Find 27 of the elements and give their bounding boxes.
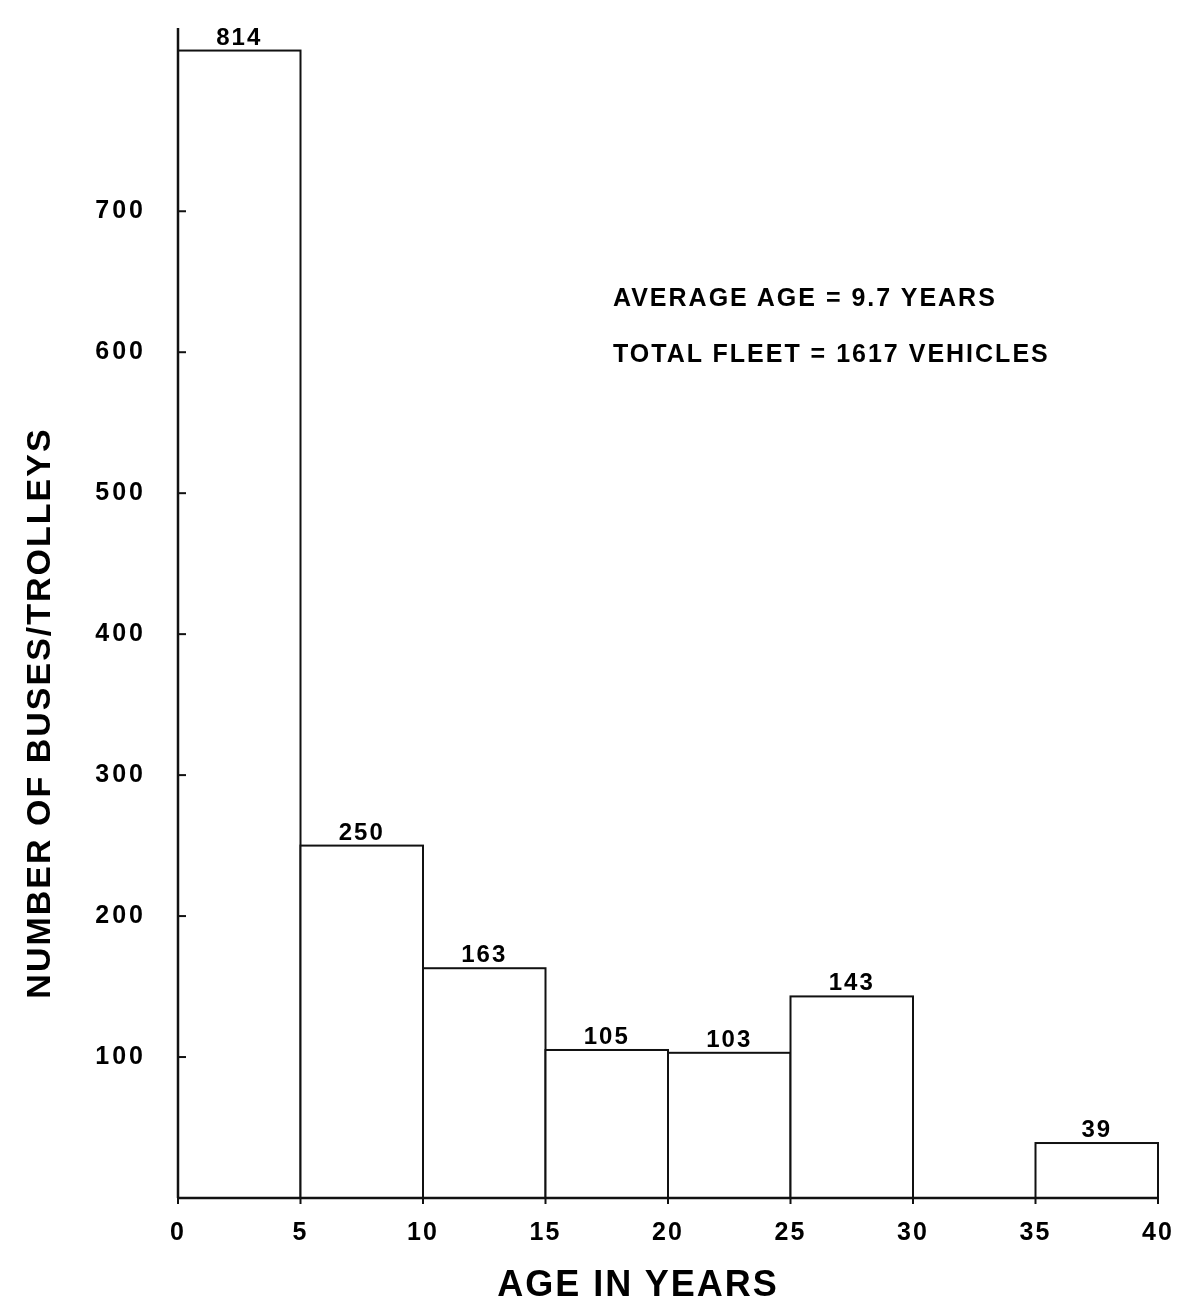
x-tick-label: 0 <box>170 1217 186 1245</box>
x-tick-label: 40 <box>1142 1217 1174 1245</box>
data-label: 814 <box>216 22 263 50</box>
y-tick-label: 700 <box>95 194 146 223</box>
x-tick-label: 25 <box>774 1217 807 1245</box>
annotation: AVERAGE AGE = 9.7 YEARS <box>613 283 997 311</box>
y-tick-label: 400 <box>95 617 146 646</box>
x-tick-label: 5 <box>292 1217 309 1245</box>
data-label: 105 <box>583 1021 630 1049</box>
y-tick-label: 100 <box>95 1040 146 1069</box>
x-tick-label: 15 <box>529 1217 562 1245</box>
y-tick-label: 200 <box>95 899 146 928</box>
y-tick-label: 500 <box>95 476 146 505</box>
x-tick-label: 30 <box>897 1217 929 1245</box>
data-label: 163 <box>461 940 508 968</box>
data-label: 143 <box>828 968 875 996</box>
x-tick-label: 10 <box>407 1217 439 1245</box>
x-tick-label: 35 <box>1019 1217 1052 1245</box>
y-axis-title: NUMBER OF BUSES/TROLLEYS <box>19 427 57 999</box>
data-label: 250 <box>338 817 385 845</box>
x-axis-title: AGE IN YEARS <box>497 1263 779 1304</box>
x-tick-label: 20 <box>652 1217 684 1245</box>
y-tick-label: 600 <box>95 335 146 364</box>
data-label: 39 <box>1081 1115 1113 1143</box>
annotation: TOTAL FLEET = 1617 VEHICLES <box>613 339 1050 367</box>
data-label: 103 <box>706 1024 753 1052</box>
y-tick-label: 300 <box>95 758 146 787</box>
